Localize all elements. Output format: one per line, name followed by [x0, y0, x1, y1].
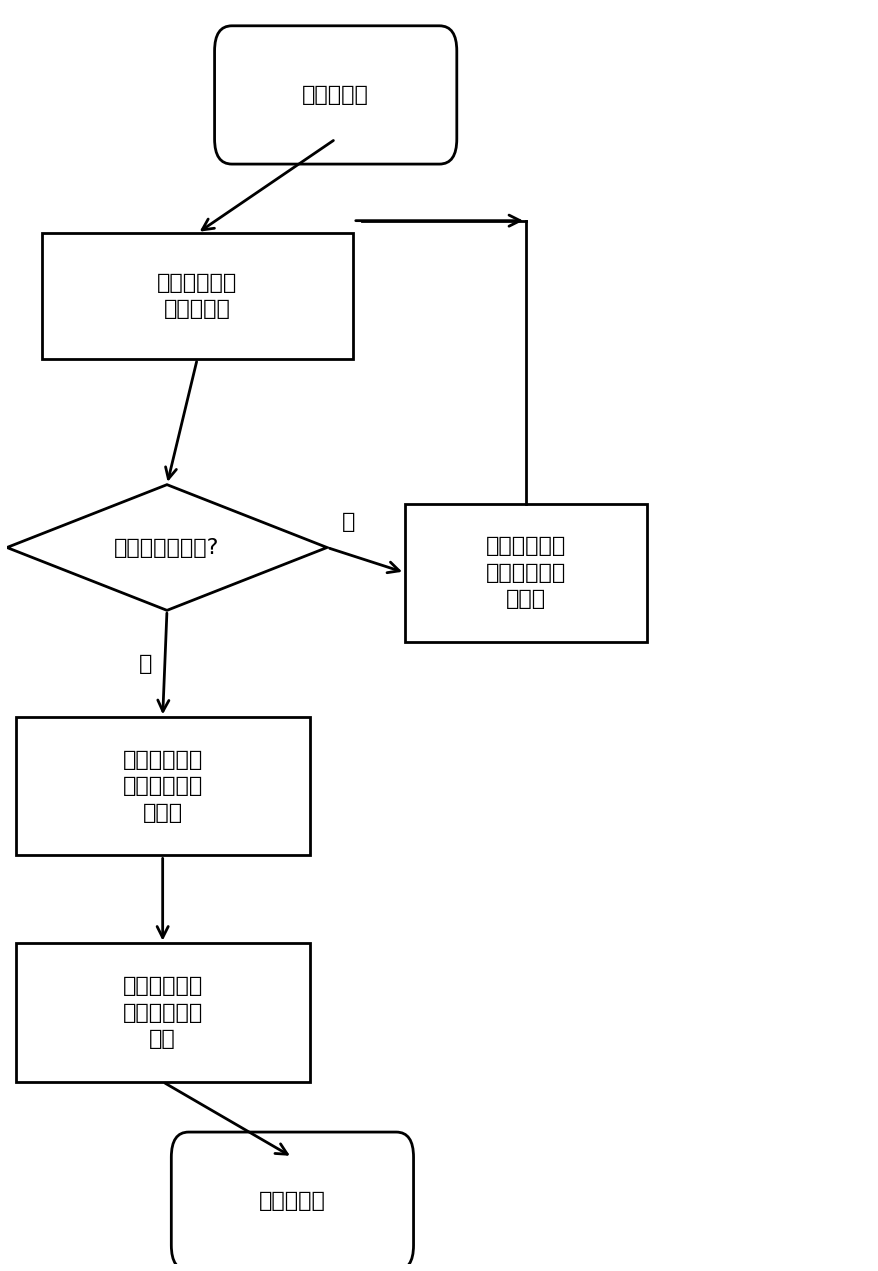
FancyBboxPatch shape	[405, 503, 646, 642]
FancyBboxPatch shape	[214, 25, 457, 164]
Text: 否: 否	[342, 512, 355, 533]
Text: 是: 是	[139, 653, 152, 674]
Text: 输入故障诊断
系统提供决策
支持: 输入故障诊断 系统提供决策 支持	[122, 976, 203, 1049]
Text: 总流程开始: 总流程开始	[302, 85, 369, 105]
FancyBboxPatch shape	[171, 1132, 413, 1270]
Text: 顶节点处理完毕?: 顶节点处理完毕?	[114, 538, 220, 558]
FancyBboxPatch shape	[16, 717, 309, 855]
Text: 发往割集解析
器解析得到最
小割集: 发往割集解析 器解析得到最 小割集	[122, 750, 203, 822]
Text: 复杂系统故障
树模型解析: 复杂系统故障 树模型解析	[157, 273, 237, 319]
FancyBboxPatch shape	[41, 233, 353, 358]
Text: 反馈给任务分
发器继续分发
子任务: 反馈给任务分 发器继续分发 子任务	[486, 536, 565, 609]
Text: 总流程结束: 总流程结束	[259, 1191, 326, 1211]
Polygon shape	[7, 484, 327, 610]
FancyBboxPatch shape	[16, 943, 309, 1082]
